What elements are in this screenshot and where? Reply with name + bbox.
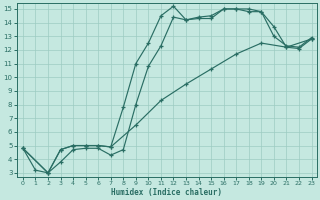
X-axis label: Humidex (Indice chaleur): Humidex (Indice chaleur) — [111, 188, 222, 197]
